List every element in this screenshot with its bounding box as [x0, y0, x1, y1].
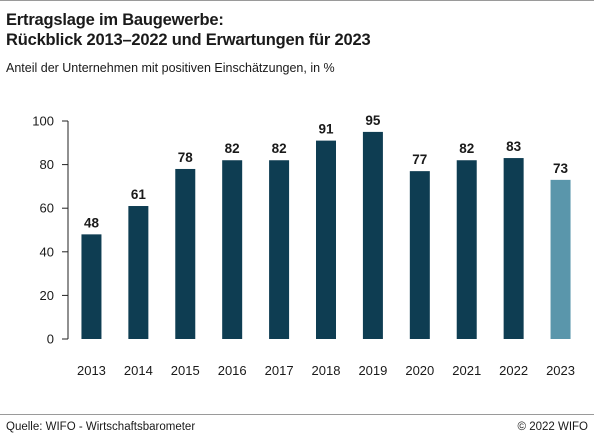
- data-label: 82: [225, 141, 240, 156]
- y-tick-label: 40: [40, 244, 54, 259]
- bar: [409, 171, 430, 339]
- data-label: 48: [84, 215, 100, 230]
- data-label: 82: [459, 141, 474, 156]
- data-label: 73: [553, 161, 569, 176]
- top-rule: [0, 0, 594, 1]
- x-tick-label: 2023: [546, 363, 575, 378]
- chart-title-line-1: Ertragslage im Baugewerbe:: [6, 11, 224, 29]
- data-label: 61: [131, 187, 147, 202]
- x-tick-label: 2014: [124, 363, 153, 378]
- bar: [222, 160, 243, 339]
- y-tick-label: 60: [40, 201, 54, 216]
- y-tick-label: 100: [32, 114, 54, 129]
- bar: [456, 160, 477, 339]
- y-tick-label: 0: [47, 332, 54, 347]
- x-tick-label: 2017: [265, 363, 294, 378]
- x-tick-label: 2013: [77, 363, 106, 378]
- x-tick-label: 2016: [218, 363, 247, 378]
- x-tick-label: 2020: [405, 363, 434, 378]
- y-tick-label: 80: [40, 157, 54, 172]
- y-tick-label: 20: [40, 288, 54, 303]
- bar: [81, 234, 102, 339]
- bar-chart: 0 20 40 60 80 100 48 2013 61 2014 78 2015 82 2016 82 20…: [32, 113, 575, 378]
- source-note: Quelle: WIFO - Wirtschaftsbarometer: [6, 421, 196, 433]
- chart-title-line-2: Rückblick 2013–2022 und Erwartungen für …: [6, 31, 371, 49]
- x-tick-label: 2015: [171, 363, 200, 378]
- chart-title: Ertragslage im Baugewerbe: Rückblick 201…: [6, 10, 371, 50]
- bar: [362, 131, 383, 339]
- data-label: 77: [412, 152, 427, 167]
- copyright-note: © 2022 WIFO: [517, 421, 588, 433]
- x-tick-label: 2018: [312, 363, 341, 378]
- data-label: 83: [506, 139, 522, 154]
- data-label: 82: [272, 141, 287, 156]
- x-tick-label: 2019: [358, 363, 387, 378]
- bar-expected: [550, 179, 571, 339]
- chart-subtitle: Anteil der Unternehmen mit positiven Ein…: [6, 61, 335, 75]
- data-label: 95: [365, 113, 381, 128]
- bar: [175, 168, 196, 339]
- bar: [128, 206, 149, 339]
- data-label: 78: [178, 150, 194, 165]
- data-label: 91: [318, 122, 334, 137]
- bar: [316, 140, 336, 339]
- x-tick-label: 2022: [499, 363, 528, 378]
- bar: [503, 158, 524, 339]
- x-tick-label: 2021: [452, 363, 481, 378]
- footer-rule: [0, 414, 594, 415]
- bar: [269, 160, 290, 339]
